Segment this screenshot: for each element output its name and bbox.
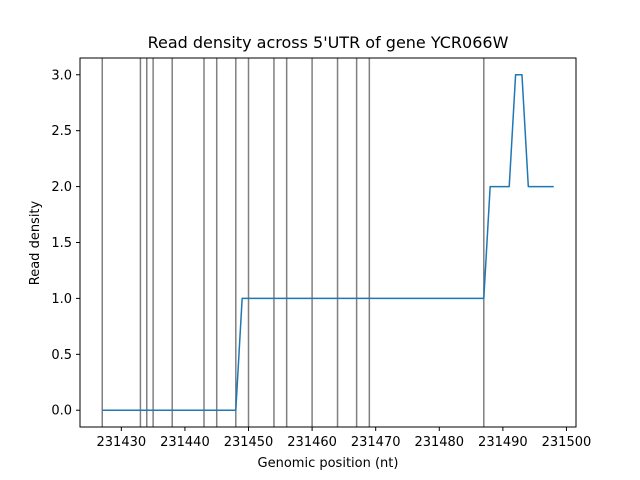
y-tick-label-0: 0.0 <box>51 404 72 419</box>
x-tick-label-4: 231470 <box>351 435 401 450</box>
y-axis-label: Read density <box>28 200 43 285</box>
x-tick-label-0: 231430 <box>97 435 147 450</box>
plot-background <box>80 58 576 427</box>
density-series-line-0 <box>102 74 554 411</box>
plot-area: 231430 231440 231450 231460 231470 231480 2314… <box>51 57 592 450</box>
x-tick-label-5: 231480 <box>414 435 464 450</box>
chart-title: Read density across 5'UTR of gene YCR066… <box>148 33 509 52</box>
y-tick-label-1: 0.5 <box>51 348 72 363</box>
x-tick-label-1: 231440 <box>160 435 210 450</box>
x-tick-label-6: 231490 <box>478 435 528 450</box>
x-axis-label: Genomic position (nt) <box>258 456 399 471</box>
x-tick-label-2: 231450 <box>224 435 274 450</box>
y-tick-label-3: 1.5 <box>51 236 72 251</box>
y-tick-label-5: 2.5 <box>51 124 72 139</box>
y-tick-label-4: 2.0 <box>51 180 72 195</box>
x-tick-label-7: 231500 <box>542 435 592 450</box>
x-tick-label-3: 231460 <box>287 435 337 450</box>
y-tick-label-2: 1.0 <box>51 292 72 307</box>
y-tick-label-6: 3.0 <box>51 68 72 83</box>
